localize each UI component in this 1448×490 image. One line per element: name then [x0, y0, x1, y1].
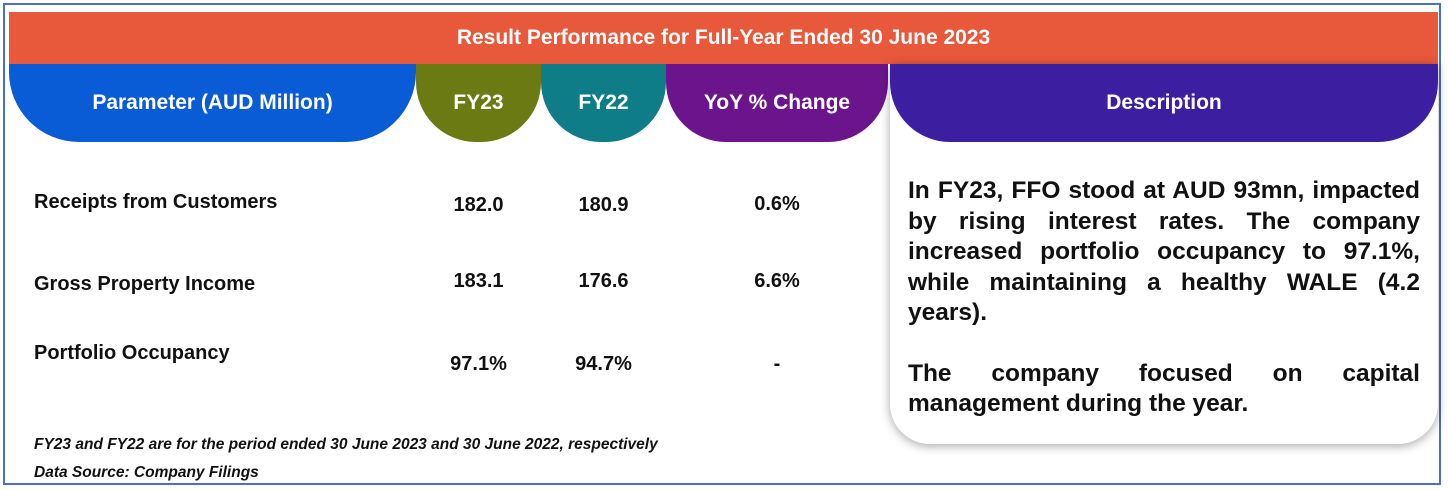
header-yoy-change: YoY % Change — [666, 64, 888, 142]
description-paragraph-1: In FY23, FFO stood at AUD 93mn, impacted… — [908, 177, 1420, 326]
row-label-receipts: Receipts from Customers — [34, 191, 278, 213]
row-receipts-fy23: 182.0 — [453, 194, 504, 216]
row-occupancy-yoy: - — [773, 353, 781, 375]
header-description: Description — [890, 64, 1438, 142]
row-receipts-fy22: 180.9 — [578, 194, 629, 216]
row-label-portfolio-occupancy: Portfolio Occupancy — [34, 342, 230, 364]
row-gpi-yoy: 6.6% — [754, 270, 800, 292]
row-gpi-fy22: 176.6 — [578, 270, 629, 292]
description-paragraph-2: The company focused on capital managemen… — [908, 359, 1420, 418]
page-title: Result Performance for Full-Year Ended 3… — [9, 12, 1438, 64]
row-gpi-fy23: 183.1 — [453, 270, 504, 292]
row-occupancy-fy23: 97.1% — [450, 353, 507, 375]
row-receipts-yoy: 0.6% — [754, 193, 800, 215]
description-card: Description In FY23, FFO stood at AUD 93… — [890, 64, 1438, 444]
footnote-period: FY23 and FY22 are for the period ended 3… — [34, 436, 658, 453]
row-occupancy-fy22: 94.7% — [575, 353, 632, 375]
row-label-gross-property-income: Gross Property Income — [34, 273, 256, 295]
description-text: In FY23, FFO stood at AUD 93mn, impacted… — [908, 176, 1420, 420]
footnote-source: Data Source: Company Filings — [34, 464, 259, 481]
header-parameter: Parameter (AUD Million) — [9, 64, 416, 142]
